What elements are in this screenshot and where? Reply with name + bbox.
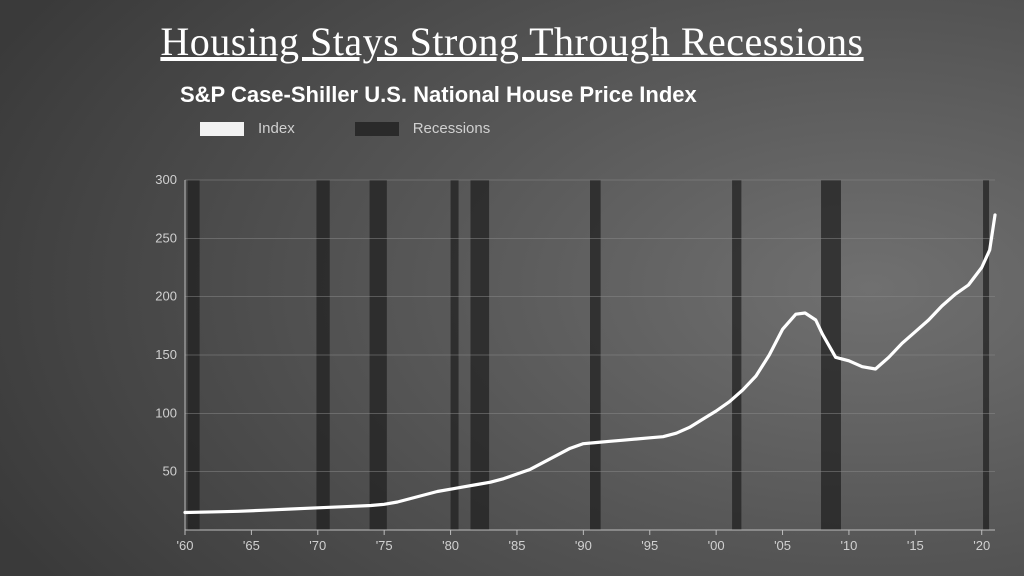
x-tick-label: '75	[376, 538, 393, 553]
x-tick-label: '15	[907, 538, 924, 553]
y-tick-label: 150	[155, 347, 177, 362]
x-tick-label: '05	[774, 538, 791, 553]
x-tick-label: '00	[708, 538, 725, 553]
chart: 50 100 150 200 250 300 '60 '65 '70 '75 '80 '85 '90 '9…	[145, 160, 1005, 560]
legend-label-recession: Recessions	[413, 120, 491, 137]
x-tick-label: '20	[973, 538, 990, 553]
x-tick-label: '85	[508, 538, 525, 553]
x-tick-label: '65	[243, 538, 260, 553]
x-tick-label: '60	[177, 538, 194, 553]
y-tick-label: 300	[155, 172, 177, 187]
chart-subtitle: S&P Case-Shiller U.S. National House Pri…	[180, 82, 697, 108]
legend-swatch-recession	[355, 122, 399, 136]
y-tick-label: 200	[155, 289, 177, 304]
x-tick-label: '70	[309, 538, 326, 553]
y-tick-label: 50	[163, 464, 177, 479]
x-tick-label: '90	[575, 538, 592, 553]
legend-item-index: Index	[200, 120, 295, 137]
legend-label-index: Index	[258, 120, 295, 137]
y-tick-label: 250	[155, 230, 177, 245]
legend-item-recessions: Recessions	[355, 120, 491, 137]
x-tick-label: '80	[442, 538, 459, 553]
page-title: Housing Stays Strong Through Recessions	[0, 18, 1024, 65]
legend-swatch-index	[200, 122, 244, 136]
legend: Index Recessions	[200, 120, 490, 137]
x-tick-label: '10	[840, 538, 857, 553]
x-tick-label: '95	[641, 538, 658, 553]
y-tick-label: 100	[155, 405, 177, 420]
